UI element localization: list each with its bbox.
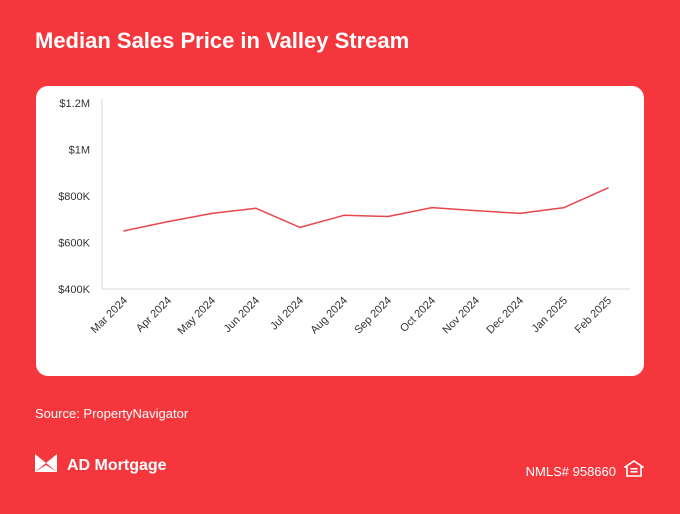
data-point xyxy=(211,212,213,215)
x-tick-label: Feb 2025 xyxy=(573,295,614,336)
chart-title: Median Sales Price in Valley Stream xyxy=(35,28,410,53)
y-tick-label: $600K xyxy=(58,238,90,250)
x-tick-label: Aug 2024 xyxy=(308,295,350,337)
data-point xyxy=(255,207,257,210)
data-point xyxy=(123,230,125,232)
x-tick-label: Sep 2024 xyxy=(352,295,394,337)
x-tick-label: Jul 2024 xyxy=(268,295,306,333)
y-tick-label: $1M xyxy=(69,145,90,157)
x-tick-label: May 2024 xyxy=(175,295,218,338)
data-point xyxy=(431,206,433,209)
data-point xyxy=(343,214,345,217)
x-tick-label: Dec 2024 xyxy=(484,295,526,337)
source-text: Source: PropertyNavigator xyxy=(35,406,189,421)
nmls-block: NMLS# 958660 xyxy=(525,460,646,483)
ad-mortgage-logo-icon xyxy=(35,452,57,479)
x-tick-label: Jan 2025 xyxy=(530,295,570,335)
data-point xyxy=(519,212,521,215)
y-tick-label: $1.2M xyxy=(59,98,90,110)
nmls-number: NMLS# 958660 xyxy=(525,464,616,479)
series-line xyxy=(123,187,609,232)
y-tick-label: $400K xyxy=(58,284,90,296)
brand-name: AD Mortgage xyxy=(67,456,167,474)
data-point xyxy=(299,226,301,229)
data-point xyxy=(167,220,169,223)
x-tick-label: Oct 2024 xyxy=(398,295,438,335)
y-tick-label: $800K xyxy=(58,191,90,203)
line-chart: $400K $600K $800K $1M $1.2M Mar 2024 Apr 2024 M… xyxy=(58,98,630,338)
data-point xyxy=(475,209,477,212)
brand: AD Mortgage xyxy=(35,452,167,479)
x-tick-label: Mar 2024 xyxy=(89,295,130,336)
data-point xyxy=(607,187,609,189)
data-point xyxy=(563,206,565,209)
x-tick-label: Jun 2024 xyxy=(222,295,262,335)
equal-housing-icon xyxy=(622,460,646,483)
data-point xyxy=(387,215,389,218)
x-tick-label: Nov 2024 xyxy=(440,295,482,337)
chart-card: $400K $600K $800K $1M $1.2M Mar 2024 Apr 2024 M… xyxy=(36,86,644,376)
x-tick-label: Apr 2024 xyxy=(134,295,174,335)
